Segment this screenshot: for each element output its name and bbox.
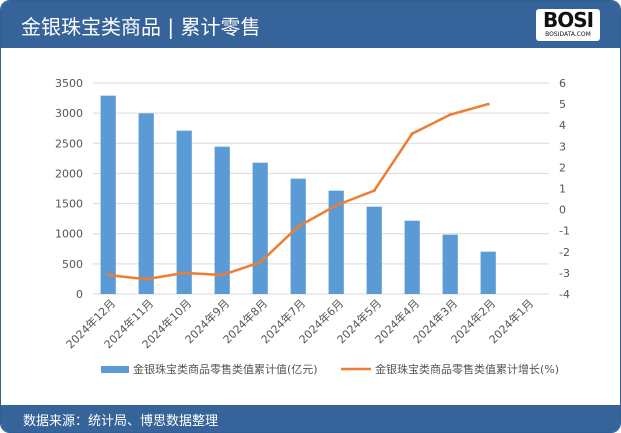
y-left-tick-label: 1000 (55, 228, 83, 241)
line-point (220, 273, 224, 277)
y-right-tick-label: -1 (559, 225, 570, 238)
y-right-tick-label: 3 (559, 140, 566, 153)
y-right-tick-label: 1 (559, 183, 566, 196)
line-point (410, 132, 414, 136)
source-text: 数据来源：统计局、博思数据整理 (23, 414, 219, 429)
bosi-logo: BOSI BOSIDATA.COM (536, 9, 600, 41)
bar (404, 220, 420, 294)
bar (480, 251, 496, 294)
footer-bar: 数据来源：统计局、博思数据整理 (1, 405, 620, 432)
y-right-tick-label: 6 (559, 77, 566, 90)
y-right-tick-label: 2 (559, 161, 566, 174)
line-point (448, 113, 452, 117)
y-right-tick-label: -3 (559, 267, 570, 280)
y-left-tick-label: 500 (62, 258, 83, 271)
legend-bar-swatch (101, 366, 129, 373)
line-point (106, 273, 110, 277)
y-right-tick-label: -4 (559, 288, 570, 301)
bar (442, 234, 458, 294)
y-left-tick-label: 2000 (55, 167, 83, 180)
y-left-tick-label: 3500 (55, 77, 83, 90)
bar (100, 95, 116, 294)
line-point (486, 102, 490, 106)
line-point (258, 260, 262, 264)
line-point (144, 277, 148, 281)
y-left-tick-label: 3000 (55, 107, 83, 120)
y-right-tick-label: -2 (559, 246, 570, 259)
y-left-tick-label: 0 (76, 288, 83, 301)
line-point (182, 271, 186, 275)
legend-bar-label: 金银珠宝类商品零售类值累计值(亿元) (133, 362, 318, 376)
bar (138, 113, 154, 294)
header-bar: 金银珠宝类商品 | 累计零售 BOSI BOSIDATA.COM (1, 1, 620, 48)
legend-line-label: 金银珠宝类商品零售类值累计增长(%) (375, 362, 559, 376)
chart: 0 500 1000 1500 2000 2500 3000 3500 -4 -3 -2 -1 0 1 2 3… (55, 77, 570, 376)
page-title: 金银珠宝类商品 | 累计零售 (21, 15, 261, 39)
bar (176, 130, 192, 294)
y-right-tick-label: 0 (559, 204, 566, 217)
line-point (296, 224, 300, 228)
y-right-tick-label: 4 (559, 119, 566, 132)
y-right-tick-label: 5 (559, 98, 566, 111)
y-left-tick-label: 1500 (55, 198, 83, 211)
line-point (334, 203, 338, 207)
y-left-tick-label: 2500 (55, 137, 83, 150)
bar (328, 190, 344, 294)
bar (290, 178, 306, 294)
line-point (372, 189, 376, 193)
bar (366, 206, 382, 294)
bar (252, 162, 268, 294)
bar (214, 146, 230, 294)
